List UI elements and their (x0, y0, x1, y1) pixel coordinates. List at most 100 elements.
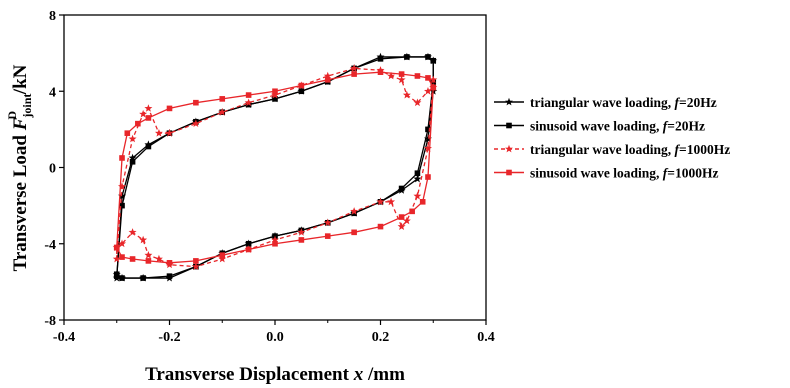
series-3-point (376, 197, 385, 206)
series-4-point (377, 69, 384, 75)
series-3-point (423, 144, 432, 152)
series-2-point (298, 88, 305, 95)
series-layer (112, 52, 438, 282)
series-3 (112, 64, 438, 271)
y-tick-label: 4 (49, 85, 56, 100)
series-3-point (397, 222, 406, 230)
series-3-point (128, 228, 137, 236)
series-2-point (145, 143, 152, 150)
series-4-point (430, 84, 437, 91)
series-2-point (425, 126, 431, 133)
series-4-point (272, 240, 278, 247)
series-2-point (272, 96, 278, 102)
series-2-point (140, 275, 146, 281)
series-3-point (402, 216, 411, 225)
series-3-point (397, 75, 406, 84)
plot-frame (63, 14, 487, 321)
legend-label: triangular wave loading, f=1000Hz (530, 142, 730, 157)
series-3-point (154, 254, 163, 263)
series-4-point (113, 244, 120, 251)
series-3-point (118, 182, 127, 190)
series-4-point (129, 256, 136, 262)
series-2-point (129, 158, 136, 165)
series-3-point (323, 218, 332, 227)
series-3-point (112, 254, 121, 263)
series-3-point (144, 250, 153, 259)
y-tick-label: -8 (44, 314, 56, 329)
series-1-point (413, 174, 422, 183)
series-2-point (119, 202, 125, 209)
x-tick-label: -0.4 (53, 330, 75, 345)
series-2-point (113, 271, 120, 278)
series-1-point (118, 191, 127, 200)
y-axis-title-superscript: D (5, 111, 19, 120)
series-3-point (165, 128, 174, 137)
y-axis-title: Transverse Load FjointD /kN (5, 64, 34, 271)
series-3-point (144, 104, 153, 112)
legend-marker (506, 169, 512, 176)
series-3-point (139, 235, 148, 244)
x-axis-title-unit: /mm (363, 364, 405, 385)
series-4-point (272, 88, 278, 95)
series-4-point (119, 254, 125, 260)
y-axis-title-var: F (10, 117, 31, 131)
series-4-point (398, 71, 405, 77)
series-4-point (414, 73, 421, 79)
series-2-point (377, 56, 384, 62)
series-2 (113, 54, 437, 281)
series-3-point (128, 134, 137, 143)
series-2-point (404, 54, 410, 60)
plot-area (63, 14, 487, 321)
series-3-point (387, 197, 396, 206)
series-4 (113, 69, 437, 266)
legend-marker (506, 122, 512, 129)
series-4-point (119, 155, 125, 161)
y-axis-title-unit: /kN (10, 64, 31, 99)
y-tick-label: -4 (44, 238, 56, 253)
y-tick-label: 8 (49, 9, 56, 24)
axis-ticks: -0.4 -0.2 0.0 0.2 0.4 -8 -4 0 4 8 (44, 9, 494, 345)
series-3-point (429, 75, 438, 84)
x-axis-title-text: Transverse Displacement (145, 364, 354, 385)
legend-label: triangular wave loading, f=20Hz (530, 95, 717, 110)
series-4-point (324, 233, 331, 239)
series-2-point (425, 54, 431, 60)
series-4-point (124, 130, 131, 136)
series-4-point (145, 115, 152, 121)
series-4-point (425, 174, 431, 180)
legend-entry-2: sinusoid wave loading, f=20Hz (494, 119, 705, 134)
series-4-point (409, 208, 415, 215)
series-4-point (166, 105, 173, 112)
series-4-point (219, 252, 226, 258)
series-4-point (245, 92, 252, 98)
series-3-point (350, 207, 359, 215)
legend-marker (505, 97, 513, 106)
series-2-point (398, 185, 405, 192)
series-3-point (387, 71, 396, 80)
x-tick-label: 0.0 (266, 330, 284, 345)
y-axis-title-subscript: joint (20, 94, 34, 119)
series-3-point (191, 262, 200, 271)
x-axis-title-var: x (353, 364, 364, 385)
series-3-point (271, 235, 279, 244)
legend-marker (505, 144, 513, 153)
series-3-point (423, 87, 432, 95)
series-4-point (245, 246, 252, 253)
legend-entry-3: triangular wave loading, f=1000Hz (494, 142, 730, 157)
series-4-point (193, 99, 199, 106)
x-tick-label: 0.4 (477, 330, 495, 345)
series-3-point (218, 254, 227, 263)
series-3-point (139, 109, 148, 118)
y-tick-label: 0 (49, 162, 56, 177)
series-1-point (423, 134, 432, 143)
series-1-point (128, 153, 137, 162)
x-axis-title: Transverse Displacement x /mm (145, 364, 405, 385)
legend-entry-4: sinusoid wave loading, f=1000Hz (494, 166, 718, 181)
series-4-point (351, 229, 357, 236)
series-3-point (154, 128, 163, 137)
series-3-point (118, 239, 127, 248)
x-tick-label: -0.2 (158, 330, 180, 345)
series-2-point (166, 273, 173, 279)
series-4-point (351, 71, 357, 77)
